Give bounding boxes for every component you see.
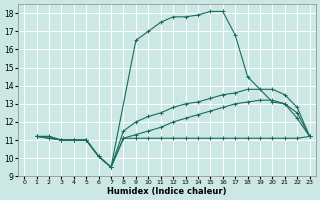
X-axis label: Humidex (Indice chaleur): Humidex (Indice chaleur)	[107, 187, 227, 196]
